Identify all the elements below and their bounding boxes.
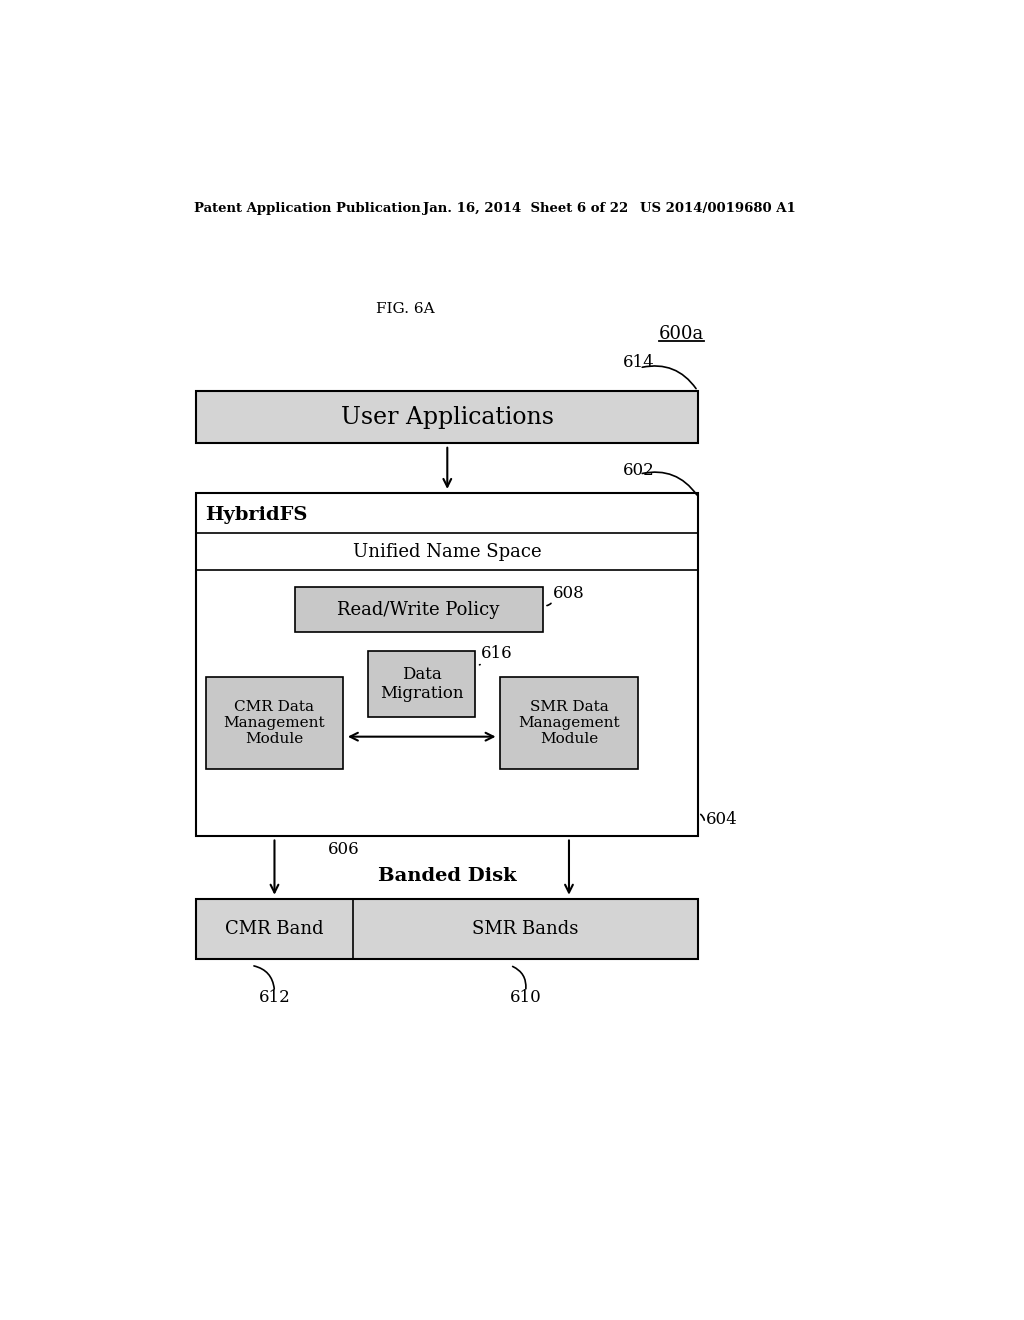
- Text: 606: 606: [328, 841, 359, 858]
- Text: FIG. 6A: FIG. 6A: [376, 301, 434, 315]
- Text: Banded Disk: Banded Disk: [378, 867, 516, 884]
- Text: User Applications: User Applications: [341, 405, 554, 429]
- Text: CMR Data
Management
Module: CMR Data Management Module: [223, 700, 326, 746]
- Text: 610: 610: [510, 989, 542, 1006]
- Bar: [369, 651, 475, 717]
- Text: US 2014/0019680 A1: US 2014/0019680 A1: [640, 202, 796, 215]
- Text: SMR Bands: SMR Bands: [472, 920, 579, 939]
- Text: 600a: 600a: [658, 325, 705, 343]
- Bar: [295, 587, 543, 632]
- Text: Data
Migration: Data Migration: [380, 665, 464, 702]
- Bar: [197, 391, 698, 444]
- Bar: [197, 494, 698, 836]
- Text: 616: 616: [480, 645, 512, 663]
- Text: Patent Application Publication: Patent Application Publication: [194, 202, 421, 215]
- Text: 604: 604: [707, 810, 738, 828]
- Text: Read/Write Policy: Read/Write Policy: [338, 601, 500, 619]
- Bar: [206, 677, 343, 770]
- Text: 612: 612: [259, 989, 291, 1006]
- Text: SMR Data
Management
Module: SMR Data Management Module: [518, 700, 620, 746]
- Text: 602: 602: [623, 462, 654, 479]
- Text: CMR Band: CMR Band: [225, 920, 324, 939]
- Text: Unified Name Space: Unified Name Space: [353, 543, 542, 561]
- Bar: [197, 899, 698, 960]
- Text: 608: 608: [553, 585, 585, 602]
- Text: Jan. 16, 2014  Sheet 6 of 22: Jan. 16, 2014 Sheet 6 of 22: [423, 202, 628, 215]
- Bar: [500, 677, 638, 770]
- Text: HybridFS: HybridFS: [206, 506, 308, 524]
- Text: 614: 614: [623, 354, 654, 371]
